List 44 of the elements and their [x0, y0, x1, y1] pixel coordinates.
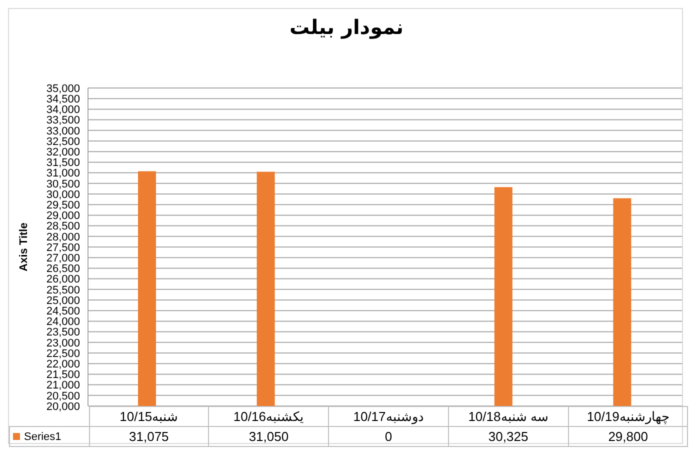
y-tick-label: 20,500: [46, 390, 80, 402]
y-tick-label: 26,500: [46, 263, 80, 276]
y-tick-label: 23,500: [46, 326, 80, 339]
chart-title: نمودار بیلت: [288, 15, 405, 39]
y-tick-label: 29,000: [46, 210, 80, 222]
y-tick-label: 21,500: [46, 369, 80, 382]
y-tick-label: 27,000: [46, 252, 80, 265]
y-tick-label: 30,000: [46, 188, 80, 201]
y-tick-label: 28,500: [46, 220, 80, 233]
y-tick-label: 32,000: [46, 146, 80, 159]
data-label: 31,075: [89, 426, 209, 446]
y-tick-label: 31,500: [46, 157, 80, 170]
y-tick-label: 35,000: [46, 82, 80, 95]
y-tick-label: 25,000: [46, 294, 80, 307]
y-tick-label: 27,500: [46, 242, 80, 254]
x-tick-label: 10/17دوشنبه: [328, 406, 448, 426]
y-tick-label: 26,000: [46, 274, 80, 286]
y-tick-label: 29,500: [46, 200, 80, 212]
y-tick-label: 31,000: [46, 168, 80, 180]
y-tick-label: 28,000: [46, 231, 80, 244]
y-tick-label: 22,000: [46, 358, 80, 371]
text: 0: [384, 429, 392, 444]
y-tick-label: 33,500: [46, 114, 80, 127]
y-tick-label: 30,500: [46, 178, 80, 190]
x-tick-label: 10/19چهارشنبه: [568, 406, 688, 426]
y-tick-label: 22,500: [46, 348, 80, 360]
y-tick-label: 20,000: [46, 400, 80, 413]
x-tick-label: 10/16یکشنبه: [208, 406, 329, 426]
y-tick-label: 25,500: [46, 284, 80, 296]
legend-label: Series1: [10, 426, 89, 446]
y-tick-label: 23,000: [46, 337, 80, 350]
x-tick-label: 10/18سه شنبه: [448, 406, 568, 426]
y-tick-label: 33,000: [46, 125, 80, 138]
y-tick-label: 34,000: [46, 104, 80, 116]
data-label: 29,800: [568, 426, 688, 446]
data-label: 30,325: [448, 426, 568, 446]
y-tick-label: 21,000: [46, 380, 80, 392]
x-tick-label: 10/15شنبه: [89, 406, 209, 426]
y-tick-label: 24,500: [46, 306, 80, 318]
y-axis-title: Axis Title: [18, 222, 30, 272]
data-label: 31,050: [208, 426, 329, 446]
y-tick-label: 34,500: [46, 94, 80, 106]
y-tick-label: 24,000: [46, 316, 80, 328]
y-tick-label: 32,500: [46, 136, 80, 148]
